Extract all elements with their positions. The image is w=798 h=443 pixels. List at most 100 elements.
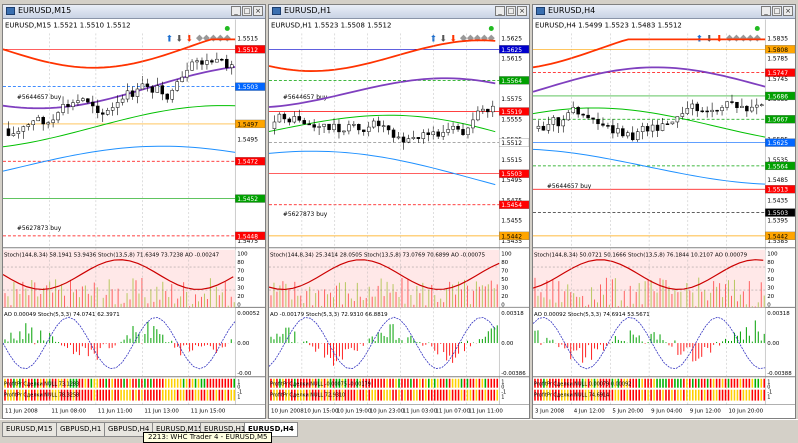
stochastic-scale-label: 70 bbox=[501, 269, 508, 275]
candle-body bbox=[576, 107, 580, 115]
stochastic-scale-label: 70 bbox=[767, 269, 774, 275]
time-axis-label: 10 Jun 2008 bbox=[271, 409, 304, 415]
candle-body bbox=[655, 124, 660, 131]
stochastic-scale-label: 100 bbox=[237, 252, 248, 258]
price-tag bbox=[499, 169, 529, 178]
price-tag bbox=[235, 231, 265, 240]
time-axis-label: 11 Jun 2008 bbox=[5, 409, 38, 415]
moving-average-line bbox=[269, 77, 496, 108]
price-scale-label: 1.5515 bbox=[501, 157, 522, 164]
price-scale-label: 1.5395 bbox=[767, 218, 788, 225]
chart-window-icon bbox=[536, 7, 545, 15]
chart-tab[interactable]: EURUSD,M15 bbox=[2, 422, 57, 437]
candle-body bbox=[170, 90, 174, 100]
candle-body bbox=[586, 114, 590, 119]
candle-body bbox=[160, 85, 165, 95]
window-titlebar[interactable]: EURUSD,H4 _ □ × bbox=[533, 5, 795, 19]
chart-window-h4[interactable]: EURUSD,H4 _ □ × EURUSD,H4 1.5499 1.5523 … bbox=[532, 4, 796, 419]
minimize-button[interactable]: _ bbox=[231, 6, 241, 16]
window-titlebar[interactable]: EURUSD,M15 _ □ × bbox=[3, 5, 265, 19]
candle-body bbox=[486, 108, 490, 113]
maximize-button[interactable]: □ bbox=[242, 6, 252, 16]
minimize-button[interactable]: _ bbox=[761, 6, 771, 16]
candle-body bbox=[220, 58, 224, 61]
stochastic-scale-label: 30 bbox=[767, 285, 774, 291]
candle-body bbox=[725, 101, 729, 108]
candle-body bbox=[215, 58, 219, 63]
candle-body bbox=[571, 107, 575, 113]
candle-body bbox=[376, 120, 381, 127]
price-tag-label: 1.5513 bbox=[767, 187, 788, 194]
candle-body bbox=[705, 110, 709, 113]
close-button[interactable]: × bbox=[253, 6, 263, 16]
candle-body bbox=[416, 137, 421, 139]
chart-tab[interactable]: GBPUSD,H1 bbox=[56, 422, 106, 437]
profit-scale-label: 1 bbox=[501, 380, 504, 386]
maximize-button[interactable]: □ bbox=[506, 6, 516, 16]
price-tag-label: 1.5497 bbox=[237, 121, 258, 128]
candle-body bbox=[670, 121, 675, 125]
stochastic-scale-label: 0 bbox=[237, 302, 241, 308]
close-button[interactable]: × bbox=[783, 6, 793, 16]
candle-body bbox=[125, 90, 130, 100]
candle-body bbox=[735, 101, 739, 108]
price-scale-label: 1.5835 bbox=[767, 35, 788, 42]
chart-window-h1[interactable]: EURUSD,H1 _ □ × EURUSD,H1 1.5523 1.5508 … bbox=[268, 4, 530, 419]
candle-body bbox=[601, 123, 605, 126]
candle-body bbox=[307, 123, 311, 126]
candle-body bbox=[91, 101, 95, 107]
price-tag bbox=[499, 107, 529, 116]
chart-area[interactable]: EURUSD,H1 1.5523 1.5508 1.5512⬆ ⬇ ⬇ 1.56251… bbox=[269, 18, 529, 418]
candle-body bbox=[366, 126, 371, 132]
ao-label: AO 0.00049 Stoch(5,3,3) 74.0741 62.3971 bbox=[4, 312, 120, 318]
price-tag-label: 1.5503 bbox=[767, 210, 788, 217]
chart-area[interactable]: EURUSD,H4 1.5499 1.5523 1.5483 1.5512⬆ ⬇ ⬇… bbox=[533, 18, 795, 418]
window-tooltip: 2213: WHC Trader 4 - EURUSD,M5 bbox=[143, 432, 273, 443]
price-tag-label: 1.5686 bbox=[767, 93, 788, 100]
candle-body bbox=[41, 117, 45, 125]
profit-scale-label: 1 bbox=[237, 395, 240, 401]
candle-body bbox=[606, 125, 610, 127]
candle-body bbox=[456, 125, 460, 130]
chart-window-icon bbox=[6, 7, 15, 15]
stochastic-scale-label: 50 bbox=[767, 277, 774, 283]
candle-body bbox=[690, 103, 695, 109]
candle-body bbox=[195, 60, 199, 63]
candle-body bbox=[332, 123, 336, 130]
price-tag-label: 1.5512 bbox=[501, 140, 522, 147]
candle-body bbox=[175, 81, 179, 91]
stochastic-label: Stoch(144,8,34) 25.3414 28.0505 Stoch(13… bbox=[270, 253, 485, 259]
candle-body bbox=[621, 128, 625, 137]
time-axis-label: 5 Jun 20:00 bbox=[612, 409, 644, 415]
candle-body bbox=[230, 64, 234, 69]
chart-area[interactable]: EURUSD,M15 1.5521 1.5510 1.5512⬆ ⬇ ⬇ 1.5515… bbox=[3, 18, 265, 418]
candle-body bbox=[471, 119, 475, 129]
candle-body bbox=[640, 126, 645, 132]
stochastic-line bbox=[269, 259, 500, 291]
close-button[interactable]: × bbox=[517, 6, 527, 16]
status-dot-icon bbox=[224, 25, 230, 31]
window-titlebar[interactable]: EURUSD,H1 _ □ × bbox=[269, 5, 529, 19]
price-tag-label: 1.5808 bbox=[767, 47, 788, 54]
chart-background bbox=[533, 19, 795, 417]
candle-body bbox=[566, 112, 570, 121]
candle-body bbox=[26, 124, 31, 127]
candle-body bbox=[277, 113, 282, 123]
ao-signal-line bbox=[269, 316, 496, 370]
price-tag bbox=[765, 115, 795, 124]
profit-scale-label: 1 bbox=[237, 380, 240, 386]
price-tag bbox=[765, 138, 795, 147]
candle-body bbox=[312, 124, 316, 128]
chart-window-m15[interactable]: EURUSD,M15 _ □ × EURUSD,M15 1.5521 1.551… bbox=[2, 4, 266, 419]
minimize-button[interactable]: _ bbox=[495, 6, 505, 16]
price-tag-label: 1.5442 bbox=[767, 233, 788, 240]
candle-body bbox=[695, 103, 699, 112]
maximize-button[interactable]: □ bbox=[772, 6, 782, 16]
stochastic-label: Stoch(144,8,34) 58.1941 53.9436 Stoch(13… bbox=[4, 253, 219, 259]
flat-arrow-icon: ⬇ bbox=[176, 34, 183, 44]
price-scale-label: 1.5535 bbox=[767, 157, 788, 164]
stochastic-scale-label: 30 bbox=[237, 285, 244, 291]
candle-body bbox=[16, 131, 21, 134]
stochastic-scale-label: 0 bbox=[767, 302, 771, 308]
price-scale-label: 1.5435 bbox=[767, 197, 788, 204]
